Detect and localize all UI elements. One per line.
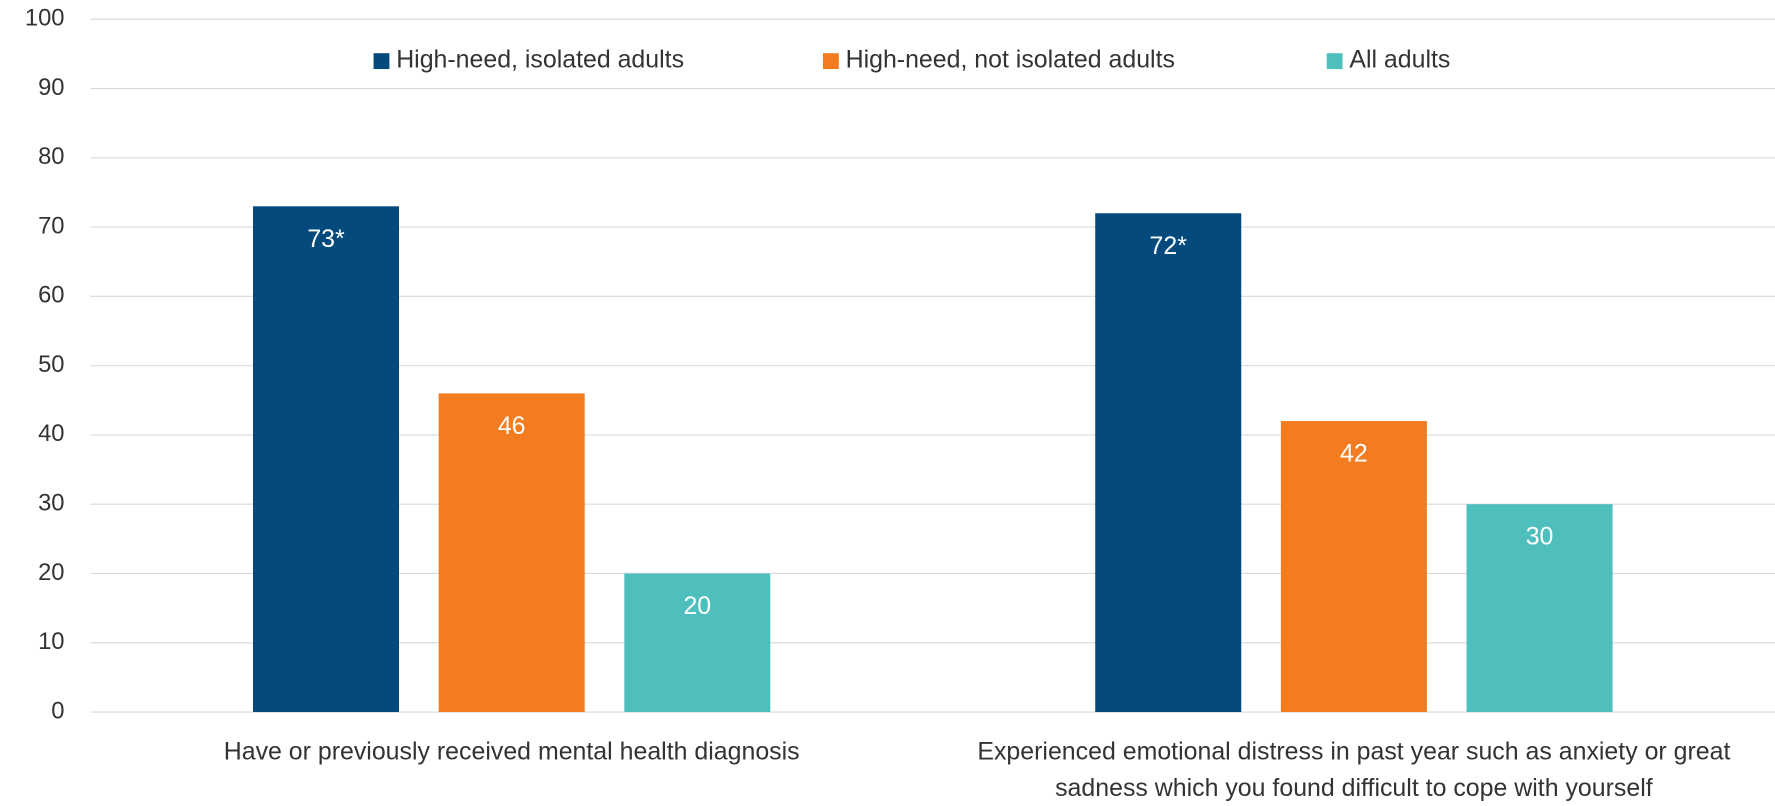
legend-label: All adults (1349, 46, 1450, 74)
data-label: 72* (1150, 232, 1188, 260)
legend-swatch (373, 53, 390, 70)
bar (1466, 504, 1613, 713)
y-tick-label: 30 (38, 489, 64, 516)
bar (253, 206, 400, 713)
x-label-box: Experienced emotional distress in past y… (977, 736, 1731, 802)
bar (1095, 213, 1242, 713)
x-tick-label: Experienced emotional distress in past y… (977, 736, 1731, 802)
bar (1280, 421, 1427, 713)
data-label: 46 (498, 412, 526, 440)
y-tick-label: 40 (38, 420, 64, 447)
y-tick-label: 10 (38, 628, 64, 655)
x-label-box: Have or previously received mental healt… (223, 736, 800, 766)
legend-swatch (1326, 53, 1343, 70)
data-label: 30 (1526, 523, 1554, 551)
y-tick-label: 0 (51, 697, 64, 724)
legend-label: High-need, isolated adults (396, 46, 684, 74)
y-tick-label: 90 (38, 74, 64, 101)
data-label: 42 (1340, 440, 1368, 468)
bar (438, 393, 585, 713)
legend-label: High-need, not isolated adults (846, 46, 1175, 74)
y-tick-label: 80 (38, 143, 64, 170)
x-tick-label: Have or previously received mental healt… (223, 736, 800, 766)
data-label: 20 (683, 592, 711, 620)
legend-swatch (822, 53, 839, 70)
y-tick-label: 100 (25, 5, 65, 32)
y-tick-label: 70 (38, 212, 64, 239)
y-tick-label: 60 (38, 282, 64, 309)
y-tick-label: 20 (38, 559, 64, 586)
data-label: 73* (307, 225, 345, 253)
bar (624, 573, 771, 713)
y-tick-label: 50 (38, 351, 64, 378)
